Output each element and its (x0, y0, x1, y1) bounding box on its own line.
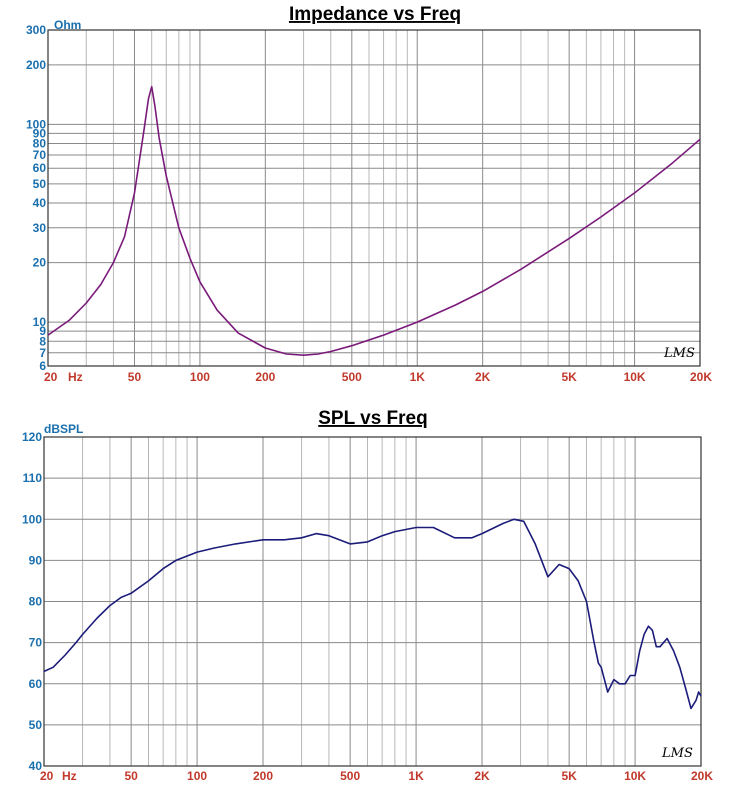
impedance-lms-watermark: LMS (663, 346, 695, 361)
impedance-plot-area (48, 30, 700, 366)
impedance-y-tick-label: 200 (26, 58, 46, 72)
impedance-y-tick-label: 9 (39, 324, 46, 338)
impedance-y-tick-label: 80 (33, 137, 47, 151)
impedance-x-tick-label: 500 (342, 370, 362, 384)
spl-y-tick-label: 110 (23, 471, 43, 485)
impedance-x-tick-label: 20K (690, 370, 712, 384)
impedance-y-tick-label: 40 (33, 196, 47, 210)
spl-chart-title: SPL vs Freq (318, 408, 427, 429)
impedance-y-tick-label: 90 (33, 126, 47, 140)
spl-y-unit-label: dBSPL (44, 422, 83, 436)
spl-series-line (43, 518, 702, 710)
impedance-x-tick-label: 200 (255, 370, 275, 384)
spl-y-tick-label: 120 (22, 430, 42, 444)
impedance-y-tick-label: 8 (39, 334, 46, 348)
impedance-series-line (47, 85, 701, 357)
spl-x-tick-label: 5K (561, 769, 577, 783)
impedance-x-tick-label: 1K (410, 370, 426, 384)
impedance-chart-title: Impedance vs Freq (289, 4, 461, 25)
spl-y-tick-label: 60 (29, 677, 43, 691)
spl-x-tick-label: 1K (408, 769, 424, 783)
impedance-x-tick-label: 50 (128, 370, 142, 384)
impedance-y-tick-label: 100 (26, 117, 46, 131)
impedance-y-tick-label: 50 (33, 177, 47, 191)
impedance-y-tick-label: 30 (33, 221, 47, 235)
spl-y-tick-label: 90 (29, 553, 43, 567)
spl-lms-watermark: LMS (661, 746, 693, 761)
impedance-y-tick-label: 300 (26, 23, 46, 37)
spl-y-tick-label: 100 (22, 512, 42, 526)
spl-y-tick-label: 50 (29, 718, 43, 732)
impedance-plot-frame (47, 29, 701, 367)
spl-x-tick-label: 20K (691, 769, 713, 783)
spl-x-tick-label: 50 (124, 769, 138, 783)
spl-x-tick-label: 200 (253, 769, 273, 783)
impedance-y-tick-label: 20 (33, 256, 47, 270)
impedance-y-tick-label: 60 (33, 161, 47, 175)
spl-plot-frame (43, 436, 702, 767)
impedance-x-tick-label: 100 (190, 370, 210, 384)
impedance-y-tick-label: 6 (39, 359, 46, 373)
impedance-x-tick-label: 2K (475, 370, 491, 384)
spl-y-tick-label: 70 (29, 636, 43, 650)
spl-x-tick-label: 100 (187, 769, 207, 783)
impedance-y-tick-label: 70 (33, 148, 47, 162)
spl-x-tick-label: 20 (40, 769, 54, 783)
spl-y-tick-label: 40 (29, 759, 43, 773)
impedance-x-tick-label: 10K (624, 370, 646, 384)
impedance-x-unit-label: Hz (68, 370, 83, 384)
spl-x-unit-label: Hz (62, 769, 77, 783)
impedance-x-tick-label: 5K (561, 370, 577, 384)
spl-x-tick-label: 500 (340, 769, 360, 783)
impedance-y-tick-label: 10 (33, 315, 47, 329)
impedance-y-tick-label: 7 (39, 346, 46, 360)
impedance-y-unit-label: Ohm (54, 18, 81, 32)
spl-y-tick-label: 80 (29, 595, 43, 609)
impedance-x-tick-label: 20 (44, 370, 58, 384)
spl-x-tick-label: 2K (474, 769, 490, 783)
spl-x-tick-label: 10K (624, 769, 646, 783)
